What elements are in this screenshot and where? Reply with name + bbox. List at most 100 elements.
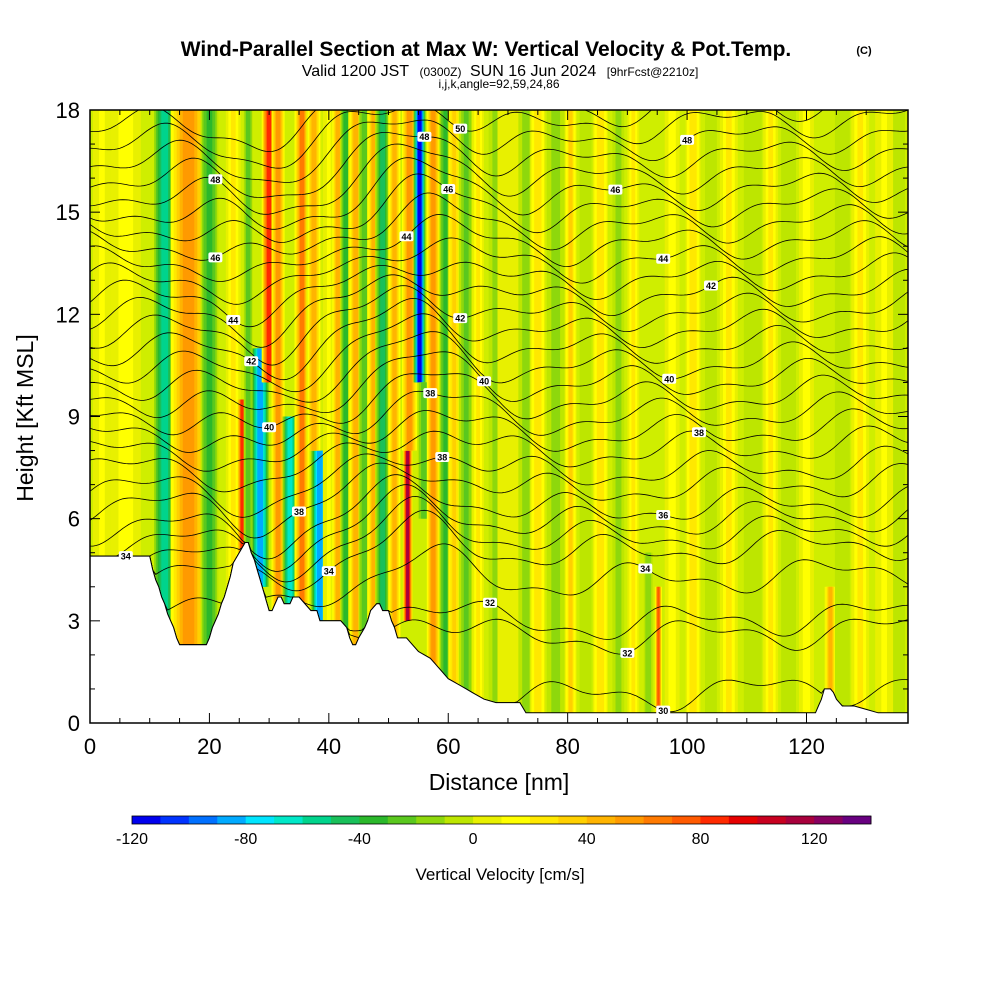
velocity-band (99, 110, 105, 723)
contour-label-bg (208, 174, 223, 185)
contour-label-text: 34 (640, 564, 650, 574)
contour-label: 42 (244, 356, 259, 367)
contour-label-bg (226, 315, 241, 325)
colorbar-swatch (217, 816, 247, 824)
velocity-band (353, 110, 359, 723)
velocity-band (804, 110, 809, 723)
velocity-band (786, 110, 791, 723)
velocity-band (598, 110, 603, 723)
velocity-band (266, 110, 272, 383)
velocity-band (568, 110, 573, 723)
contour-label: 48 (417, 131, 432, 142)
contour-label-text: 42 (455, 314, 465, 324)
contour-label-bg (704, 280, 718, 291)
colorbar-swatch (558, 816, 588, 824)
theta-contour (90, 408, 908, 472)
y-tick-label: 6 (68, 507, 80, 532)
velocity-band (182, 110, 195, 723)
contour-label-text: 34 (121, 552, 131, 562)
contour-label-text: 50 (455, 124, 465, 134)
contour-label: 40 (477, 376, 492, 387)
contour-label-bg (656, 510, 671, 520)
theta-contour (90, 132, 908, 198)
contour-label-bg (453, 313, 468, 324)
contour-label-text: 40 (479, 377, 489, 387)
contour-label: 44 (226, 315, 241, 326)
colorbar-swatch (586, 816, 616, 824)
colorbar-swatch (757, 816, 787, 824)
contour-labels: 30 32 32 34 34 34 36 38 38 38 38 40 40 40 42 42 42 44 44 44… (118, 123, 718, 716)
contour-label-text: 42 (706, 281, 716, 291)
contour-label-bg (656, 253, 671, 264)
valid-date: SUN 16 Jun 2024 (470, 63, 596, 80)
contour-label: 38 (692, 427, 706, 438)
velocity-band (257, 348, 263, 587)
y-tick-label: 12 (56, 302, 80, 327)
contour-label-bg (662, 373, 677, 384)
contour-label-text: 48 (682, 135, 692, 145)
contour-label: 30 (656, 705, 671, 716)
contour-label: 44 (656, 253, 671, 264)
colorbar-swatch (643, 816, 673, 824)
velocity-band (690, 110, 696, 723)
velocity-band (344, 110, 349, 723)
contour-label-bg (608, 184, 623, 195)
contour-label-text: 40 (264, 423, 274, 433)
x-tick-label: 0 (84, 734, 96, 759)
contour-label-bg (638, 563, 653, 574)
colorbar-tick-label: -120 (116, 831, 148, 848)
contour-label-bg (453, 123, 468, 134)
contour-label-bg (208, 252, 223, 263)
contour-label-text: 46 (210, 253, 220, 263)
velocity-band (431, 110, 436, 723)
contour-label-text: 32 (622, 648, 632, 658)
velocity-band (362, 110, 367, 723)
contour-label-text: 48 (419, 132, 429, 142)
velocity-band (326, 110, 331, 723)
y-tick-label: 0 (68, 711, 80, 736)
contour-label: 32 (483, 597, 497, 608)
forecast-info: [9hrFcst@2210z] (607, 65, 699, 79)
velocity-band (443, 110, 448, 723)
colorbar-tick-label: 80 (692, 831, 710, 848)
colorbar-swatch (473, 816, 502, 824)
x-axis-label: Distance [nm] (429, 769, 570, 795)
contour-label: 34 (118, 551, 133, 562)
velocity-band (749, 110, 756, 723)
colorbar-swatch (728, 816, 758, 824)
theta-contour (90, 509, 908, 592)
contour-label-text: 32 (485, 598, 495, 608)
colorbar-swatch (814, 816, 843, 824)
colorbar-swatch (444, 816, 474, 824)
contour-label: 46 (608, 184, 623, 195)
colorbar-swatch (672, 816, 701, 824)
velocity-band (335, 110, 340, 723)
grid-indices: i,j,k,angle=92,59,24,86 (438, 77, 559, 91)
colorbar-swatch (700, 816, 730, 824)
contour-label-bg (441, 184, 456, 194)
velocity-band (417, 110, 422, 383)
theta-contour (90, 236, 908, 305)
x-tick-label: 20 (197, 734, 221, 759)
contour-label: 50 (453, 123, 468, 134)
contour-label-text: 30 (658, 706, 668, 716)
x-tick-label: 100 (669, 734, 706, 759)
y-tick-label: 15 (56, 200, 80, 225)
contour-label-text: 38 (437, 453, 447, 463)
contour-label-text: 38 (694, 428, 704, 438)
colorbar-swatch (359, 816, 389, 824)
x-tick-label: 120 (788, 734, 825, 759)
contour-label: 38 (435, 452, 450, 463)
y-tick-label: 3 (68, 609, 80, 634)
theta-contour (90, 268, 908, 348)
velocity-band (230, 110, 236, 723)
x-tick-label: 80 (555, 734, 579, 759)
colorbar-swatch (274, 816, 303, 824)
colorbar-tick-label: 120 (801, 831, 828, 848)
contour-label: 46 (441, 184, 456, 195)
colorbar-swatch (132, 816, 161, 824)
velocity-band (287, 416, 293, 723)
velocity-band (552, 110, 559, 723)
colorbar-swatch (160, 816, 190, 824)
